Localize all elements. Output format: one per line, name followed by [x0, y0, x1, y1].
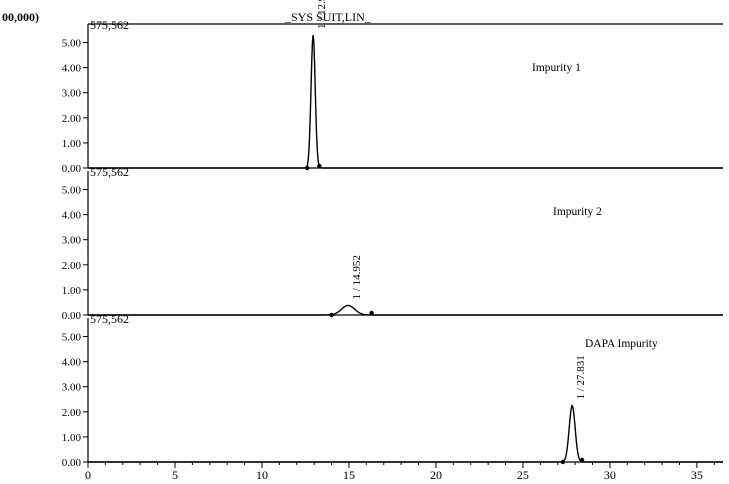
chromatogram-trace — [88, 404, 723, 463]
chart-panels: 0.00 1.00 2.00 3.00 4.00 5.00 575,562 Impurity … — [62, 0, 723, 469]
x-tick-label: 25 — [517, 468, 529, 482]
panel-3: 0.00 1.00 2.00 3.00 4.00 5.00 575,562 DAPA Impu… — [62, 312, 723, 469]
y-tick-label: 3.00 — [62, 88, 82, 100]
peak-start-marker — [305, 165, 310, 171]
panel-max-label: 575,562 — [90, 18, 129, 32]
peak-start-marker — [560, 459, 566, 465]
y-tick-label: 1.00 — [62, 432, 82, 444]
x-tick-label: 20 — [430, 468, 442, 482]
peak-start-marker — [329, 312, 334, 318]
y-axis-unit-label: 00,000) — [2, 10, 39, 24]
y-tick-label: 2.00 — [62, 113, 82, 125]
y-tick-label: 5.00 — [62, 332, 82, 344]
panel-max-label: 575,562 — [90, 312, 129, 326]
peak-end-marker — [369, 310, 374, 316]
panel-name-label: Impurity 1 — [532, 62, 581, 74]
x-tick-label: 5 — [172, 468, 178, 482]
y-tick-label: 2.00 — [62, 260, 82, 272]
chart-title: _SYS SUIT,LIN_ — [284, 10, 372, 24]
peak-end-marker — [579, 457, 585, 463]
x-tick-label: 0 — [85, 468, 91, 482]
chromatogram-trace — [88, 304, 723, 316]
panel-2: 0.00 1.00 2.00 3.00 4.00 5.00 575,562 Impurity … — [62, 165, 723, 322]
panel-max-label: 575,562 — [90, 165, 129, 179]
x-tick-label: 30 — [604, 468, 616, 482]
chromatogram-trace — [88, 34, 723, 169]
y-tick-label: 0.00 — [62, 310, 82, 322]
y-tick-label: 4.00 — [62, 210, 82, 222]
x-tick-label: 10 — [256, 468, 268, 482]
panel-1: 0.00 1.00 2.00 3.00 4.00 5.00 575,562 Impurity … — [62, 0, 723, 175]
peak-retention-label: 1 / 12.940 — [316, 0, 328, 29]
peak-retention-label: 1 / 14.952 — [351, 255, 363, 299]
y-tick-label: 3.00 — [62, 382, 82, 394]
y-tick-label: 2.00 — [62, 407, 82, 419]
y-tick-label: 4.00 — [62, 63, 82, 75]
y-tick-label: 0.00 — [62, 163, 82, 175]
y-tick-label: 0.00 — [62, 457, 82, 469]
x-tick-label: 15 — [343, 468, 355, 482]
panel-name-label: Impurity 2 — [553, 206, 602, 218]
y-tick-label: 5.00 — [62, 185, 82, 197]
y-tick-label: 1.00 — [62, 285, 82, 297]
y-tick-label: 5.00 — [62, 38, 82, 50]
x-tick-label: 35 — [691, 468, 703, 482]
peak-end-marker — [317, 163, 322, 169]
y-tick-label: 3.00 — [62, 235, 82, 247]
x-axis: 0 5 10 15 20 25 30 35 — [85, 462, 715, 482]
y-tick-label: 1.00 — [62, 138, 82, 150]
panel-name-label: DAPA Impurity — [585, 338, 658, 350]
peak-retention-label: 1 / 27.831 — [575, 355, 587, 399]
y-tick-label: 4.00 — [62, 357, 82, 369]
